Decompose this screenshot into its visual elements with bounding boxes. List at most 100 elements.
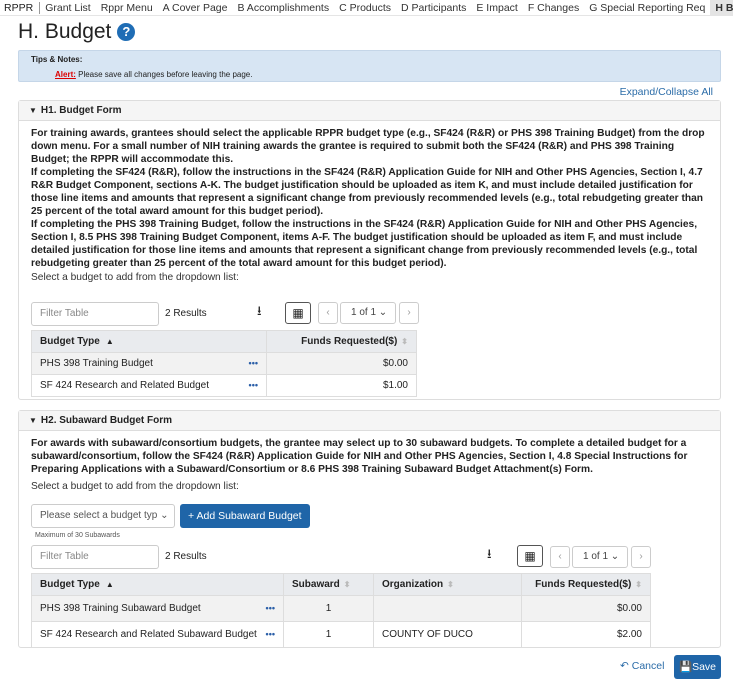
page-title: H. Budget? [18, 20, 136, 44]
col-budget-type[interactable]: Budget Type ▲ [31, 573, 284, 596]
cell-subaward: 1 [283, 595, 374, 622]
cell-budget-type[interactable]: SF 424 Research and Related Subaward Bud… [31, 621, 284, 648]
nav-item-cover-page[interactable]: A Cover Page [162, 1, 228, 14]
next-page-button[interactable]: › [631, 546, 651, 568]
sort-asc-icon: ▲ [105, 580, 114, 589]
expand-collapse-all-link[interactable]: Expand/Collapse All [619, 86, 713, 98]
tips-title: Tips & Notes: [31, 55, 83, 64]
col-label: Funds Requested($) [301, 336, 398, 347]
col-label: Subaward [292, 579, 340, 590]
h1-page-label: 1 of 1 [351, 307, 377, 318]
h1-paragraph: If completing the SF424 (R&R), follow th… [31, 167, 703, 217]
page-title-text: H. Budget [18, 20, 112, 43]
alert-message: Alert: Please save all changes before le… [55, 70, 252, 79]
cell-funds: $2.00 [521, 621, 651, 648]
cell-budget-type[interactable]: PHS 398 Training Budget ••• [31, 352, 267, 375]
tips-box: Tips & Notes: Alert: Please save all cha… [18, 50, 721, 82]
col-label: Funds Requested($) [535, 579, 632, 590]
budget-type-select[interactable]: Please select a budget typ ⌄ [31, 504, 175, 528]
h1-results-count: 2 Results [165, 308, 207, 319]
alert-label[interactable]: Alert: [55, 70, 76, 79]
sort-icon: ⬍ [343, 580, 351, 589]
nav-item-participants[interactable]: D Participants [401, 1, 467, 14]
cell-organization: COUNTY OF DUCO [373, 621, 522, 648]
nav-item-special-reporting[interactable]: G Special Reporting Req [589, 1, 706, 14]
h2-title: H2. Subaward Budget Form [40, 415, 173, 426]
sort-asc-icon: ▲ [105, 337, 114, 346]
more-options-icon[interactable]: ••• [248, 380, 258, 390]
h1-panel-header[interactable]: ▼ H1. Budget Form [19, 101, 720, 121]
top-nav: RPPR Grant List Rppr Menu A Cover Page B… [0, 0, 733, 16]
sort-icon: ⬍ [401, 337, 408, 346]
h2-page-select[interactable]: 1 of 1 ⌄ [572, 546, 628, 568]
cell-funds: $1.00 [266, 374, 417, 397]
chevron-down-icon: ⌄ [160, 510, 169, 521]
caret-down-icon: ▼ [29, 416, 37, 425]
next-page-button[interactable]: › [399, 302, 419, 324]
h1-paragraph: For training awards, grantees should sel… [31, 128, 705, 165]
cell-subaward: 1 [283, 621, 374, 648]
nav-item-rppr-menu[interactable]: Rppr Menu [100, 1, 153, 14]
nav-item-changes[interactable]: F Changes [527, 1, 580, 14]
cell-budget-type[interactable]: PHS 398 Training Subaward Budget ••• [31, 595, 284, 622]
max-subawards-note: Maximum of 30 Subawards [35, 532, 120, 539]
cell-budget-type[interactable]: SF 424 Research and Related Budget ••• [31, 374, 267, 397]
sort-icon: ⬍ [635, 580, 642, 589]
h1-filter-input[interactable]: Filter Table [31, 302, 159, 326]
h1-page-select[interactable]: 1 of 1 ⌄ [340, 302, 396, 324]
h1-budget-form-panel: ▼ H1. Budget Form For training awards, gr… [18, 100, 721, 400]
h1-budget-table: Budget Type ▲ Funds Requested($) ⬍ PHS 398 … [31, 330, 417, 397]
table-row: SF 424 Research and Related Budget ••• $1.… [31, 374, 417, 397]
more-options-icon[interactable]: ••• [248, 358, 258, 368]
save-label: Save [692, 661, 716, 673]
select-placeholder: Please select a budget typ [40, 510, 158, 521]
nav-item-grant-list[interactable]: Grant List [45, 1, 91, 14]
table-row: PHS 398 Training Subaward Budget ••• 1 $0.0… [31, 595, 651, 622]
h2-results-count: 2 Results [165, 551, 207, 562]
nav-item-impact[interactable]: E Impact [476, 1, 518, 14]
h1-paragraph: If completing the PHS 398 Training Budge… [31, 219, 698, 269]
cancel-button[interactable]: ↶ Cancel [620, 660, 664, 672]
col-label: Budget Type [40, 336, 100, 347]
more-options-icon[interactable]: ••• [265, 629, 275, 639]
column-grid-icon[interactable]: ▦ [517, 545, 543, 567]
nav-item-budget[interactable]: H Budget [710, 0, 733, 16]
h2-panel-header[interactable]: ▼ H2. Subaward Budget Form [19, 411, 720, 431]
cell-funds: $0.00 [521, 595, 651, 622]
h2-subaward-panel: ▼ H2. Subaward Budget Form For awards wit… [18, 410, 721, 648]
sort-icon: ⬍ [447, 580, 454, 589]
col-label: Budget Type [40, 579, 100, 590]
column-grid-icon[interactable]: ▦ [285, 302, 311, 324]
budget-type: PHS 398 Training Subaward Budget [40, 603, 201, 614]
download-icon[interactable]: ⭳ [257, 303, 262, 318]
col-funds[interactable]: Funds Requested($) ⬍ [521, 573, 651, 596]
nav-brand[interactable]: RPPR [0, 1, 41, 14]
cell-organization [373, 595, 522, 622]
nav-item-products[interactable]: C Products [339, 1, 392, 14]
col-organization[interactable]: Organization ⬍ [373, 573, 522, 596]
nav-item-accomplishments[interactable]: B Accomplishments [237, 1, 330, 14]
floppy-disk-icon: 💾 [678, 661, 693, 673]
cancel-label: Cancel [631, 660, 665, 672]
add-subaward-budget-button[interactable]: + Add Subaward Budget [180, 504, 310, 528]
h2-page-label: 1 of 1 [583, 551, 609, 562]
caret-down-icon: ▼ [29, 106, 37, 115]
col-budget-type[interactable]: Budget Type ▲ [31, 330, 267, 353]
download-icon[interactable]: ⭳ [487, 546, 492, 561]
help-icon[interactable]: ? [117, 23, 136, 41]
prev-page-button[interactable]: ‹ [550, 546, 570, 568]
more-options-icon[interactable]: ••• [265, 603, 275, 613]
h2-filter-input[interactable]: Filter Table [31, 545, 159, 569]
col-funds[interactable]: Funds Requested($) ⬍ [266, 330, 417, 353]
h2-select-label: Select a budget to add from the dropdown… [31, 481, 239, 492]
h2-paragraph: For awards with subaward/consortium budg… [31, 438, 688, 475]
budget-type: SF 424 Research and Related Budget [40, 380, 209, 391]
h1-title: H1. Budget Form [40, 105, 122, 116]
col-subaward[interactable]: Subaward ⬍ [283, 573, 374, 596]
save-button[interactable]: 💾Save [674, 655, 721, 679]
table-row: SF 424 Research and Related Subaward Bud… [31, 621, 651, 648]
table-row: PHS 398 Training Budget ••• $0.00 [31, 352, 417, 375]
prev-page-button[interactable]: ‹ [318, 302, 338, 324]
col-label: Organization [382, 579, 444, 590]
h2-subaward-table: Budget Type ▲ Subaward ⬍ Organization ⬍ Funds … [31, 573, 651, 648]
